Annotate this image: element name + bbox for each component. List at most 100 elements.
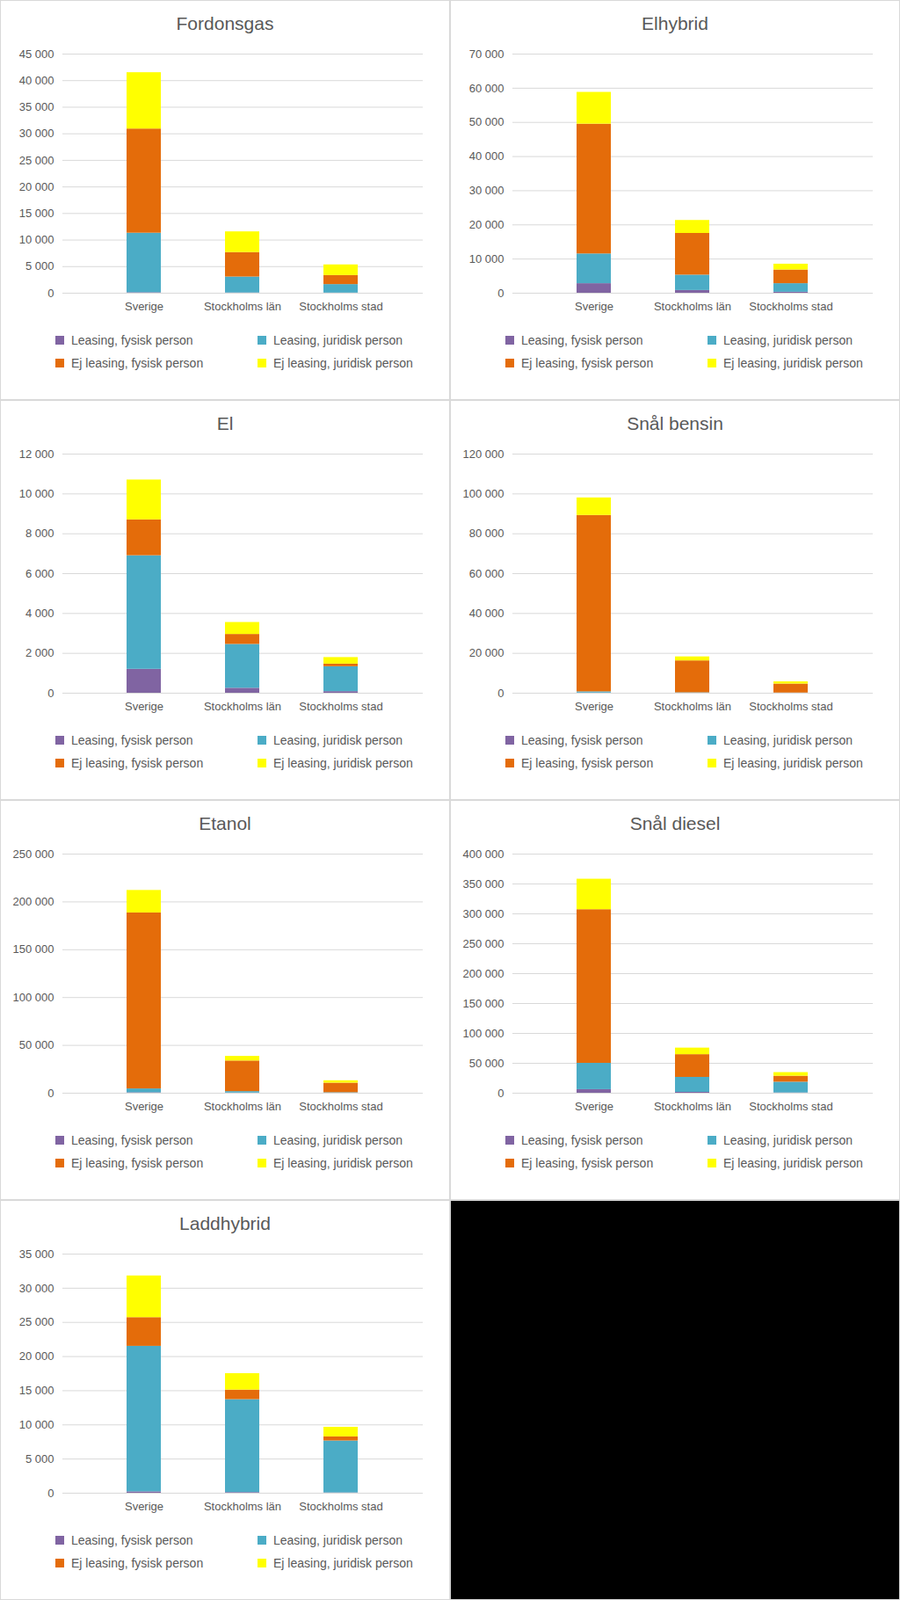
svg-text:50 000: 50 000 [469,1056,505,1070]
html-text:Elhybrid: Elhybrid [641,13,709,34]
html-text:Leasing, juridisk person: Leasing, juridisk person [723,733,853,748]
svg-text:12 000: 12 000 [19,447,55,461]
svg-text:15 000: 15 000 [19,1383,55,1397]
html-text:Leasing, fysisk person: Leasing, fysisk person [71,1132,193,1147]
svg-text:20 000: 20 000 [469,645,505,660]
svg-text:10 000: 10 000 [19,1417,55,1431]
svg-text:50 000: 50 000 [469,115,505,129]
svg-text:60 000: 60 000 [469,81,505,95]
svg-text:Sverige: Sverige [124,299,164,313]
svg-text:70 000: 70 000 [469,47,505,61]
svg-text:20 000: 20 000 [19,180,55,194]
svg-text:0: 0 [47,1486,54,1500]
svg-text:Stockholms stad: Stockholms stad [298,1499,383,1513]
html-text:Leasing, fysisk person: Leasing, fysisk person [71,733,193,748]
svg-text:Stockholms län: Stockholms län [653,1099,732,1113]
svg-text:0: 0 [47,1086,54,1100]
svg-text:Sverige: Sverige [124,699,164,713]
svg-text:200 000: 200 000 [13,894,55,908]
svg-text:0: 0 [497,686,504,700]
html-text:Ej leasing, juridisk person: Ej leasing, juridisk person [723,755,863,770]
svg-text:200 000: 200 000 [463,966,505,980]
svg-text:5 000: 5 000 [25,259,55,273]
svg-text:350 000: 350 000 [463,877,505,891]
svg-text:Stockholms stad: Stockholms stad [298,299,383,313]
svg-text:35 000: 35 000 [19,100,55,114]
html-text:Leasing, juridisk person: Leasing, juridisk person [273,333,403,348]
svg-text:6 000: 6 000 [25,566,55,581]
html-text:Leasing, fysisk person: Leasing, fysisk person [521,333,643,348]
html-text:Ej leasing, juridisk person: Ej leasing, juridisk person [273,755,413,770]
svg-text:80 000: 80 000 [469,526,505,540]
html-text:Laddhybrid: Laddhybrid [179,1212,271,1234]
html-text:Ej leasing, fysisk person: Ej leasing, fysisk person [521,755,654,770]
svg-text:30 000: 30 000 [19,1281,55,1295]
svg-text:20 000: 20 000 [19,1349,55,1363]
svg-text:Stockholms stad: Stockholms stad [298,1099,383,1113]
svg-text:10 000: 10 000 [19,232,55,247]
svg-text:Stockholms län: Stockholms län [203,1499,282,1513]
svg-text:150 000: 150 000 [463,996,505,1010]
html-text:Ej leasing, fysisk person: Ej leasing, fysisk person [71,355,204,371]
html-text:Etanol: Etanol [198,812,252,834]
svg-text:40 000: 40 000 [469,149,505,163]
svg-text:4 000: 4 000 [25,606,55,620]
svg-text:0: 0 [497,286,504,300]
svg-text:250 000: 250 000 [463,936,505,951]
svg-text:0: 0 [497,1086,504,1100]
svg-text:45 000: 45 000 [19,47,55,61]
svg-text:Sverige: Sverige [124,1499,164,1513]
svg-text:60 000: 60 000 [469,566,505,581]
svg-text:0: 0 [47,286,54,300]
html-text:Leasing, juridisk person: Leasing, juridisk person [273,733,403,748]
svg-text:Stockholms län: Stockholms län [203,1099,282,1113]
svg-text:0: 0 [47,686,54,700]
svg-text:25 000: 25 000 [19,1314,55,1329]
svg-text:100 000: 100 000 [13,990,55,1004]
html-text:Ej leasing, juridisk person: Ej leasing, juridisk person [273,355,413,371]
html-text:Leasing, fysisk person: Leasing, fysisk person [521,733,643,748]
svg-text:400 000: 400 000 [463,847,505,861]
svg-text:Stockholms stad: Stockholms stad [748,1099,833,1113]
svg-text:30 000: 30 000 [469,183,505,197]
svg-text:Stockholms stad: Stockholms stad [748,699,833,713]
svg-text:Sverige: Sverige [574,1099,614,1113]
html-text:Ej leasing, fysisk person: Ej leasing, fysisk person [71,755,204,770]
svg-text:40 000: 40 000 [469,606,505,620]
svg-text:Stockholms stad: Stockholms stad [298,699,383,713]
svg-text:20 000: 20 000 [469,217,505,232]
svg-text:Stockholms stad: Stockholms stad [748,299,833,313]
svg-text:8 000: 8 000 [25,526,55,540]
html-text:Leasing, juridisk person: Leasing, juridisk person [723,333,853,348]
svg-text:150 000: 150 000 [13,942,55,956]
html-text:Snål diesel: Snål diesel [629,812,721,834]
svg-text:5 000: 5 000 [25,1451,55,1466]
svg-text:Sverige: Sverige [124,1099,164,1113]
svg-text:30 000: 30 000 [19,126,55,140]
svg-text:Sverige: Sverige [574,699,614,713]
svg-text:250 000: 250 000 [13,847,55,861]
svg-text:10 000: 10 000 [469,252,505,266]
svg-text:300 000: 300 000 [463,907,505,921]
svg-text:35 000: 35 000 [19,1247,55,1261]
svg-text:15 000: 15 000 [19,206,55,220]
svg-text:10 000: 10 000 [19,486,55,501]
html-text:Ej leasing, fysisk person: Ej leasing, fysisk person [521,355,654,371]
svg-text:Stockholms län: Stockholms län [203,299,282,313]
html-text:El: El [216,413,234,434]
html-text:Leasing, fysisk person: Leasing, fysisk person [71,333,193,348]
svg-text:Stockholms län: Stockholms län [653,699,732,713]
svg-text:25 000: 25 000 [19,153,55,167]
svg-text:50 000: 50 000 [19,1037,55,1052]
html-text:Snål bensin: Snål bensin [626,413,724,434]
html-text:Ej leasing, juridisk person: Ej leasing, juridisk person [723,355,863,371]
svg-text:40 000: 40 000 [19,73,55,88]
svg-text:100 000: 100 000 [463,1026,505,1040]
html-text:Fordonsgas: Fordonsgas [176,13,274,34]
svg-text:Stockholms län: Stockholms län [203,699,282,713]
svg-text:120 000: 120 000 [463,447,505,461]
svg-text:Stockholms län: Stockholms län [653,299,732,313]
svg-text:Sverige: Sverige [574,299,614,313]
svg-text:100 000: 100 000 [463,486,505,501]
svg-text:2 000: 2 000 [25,645,55,660]
